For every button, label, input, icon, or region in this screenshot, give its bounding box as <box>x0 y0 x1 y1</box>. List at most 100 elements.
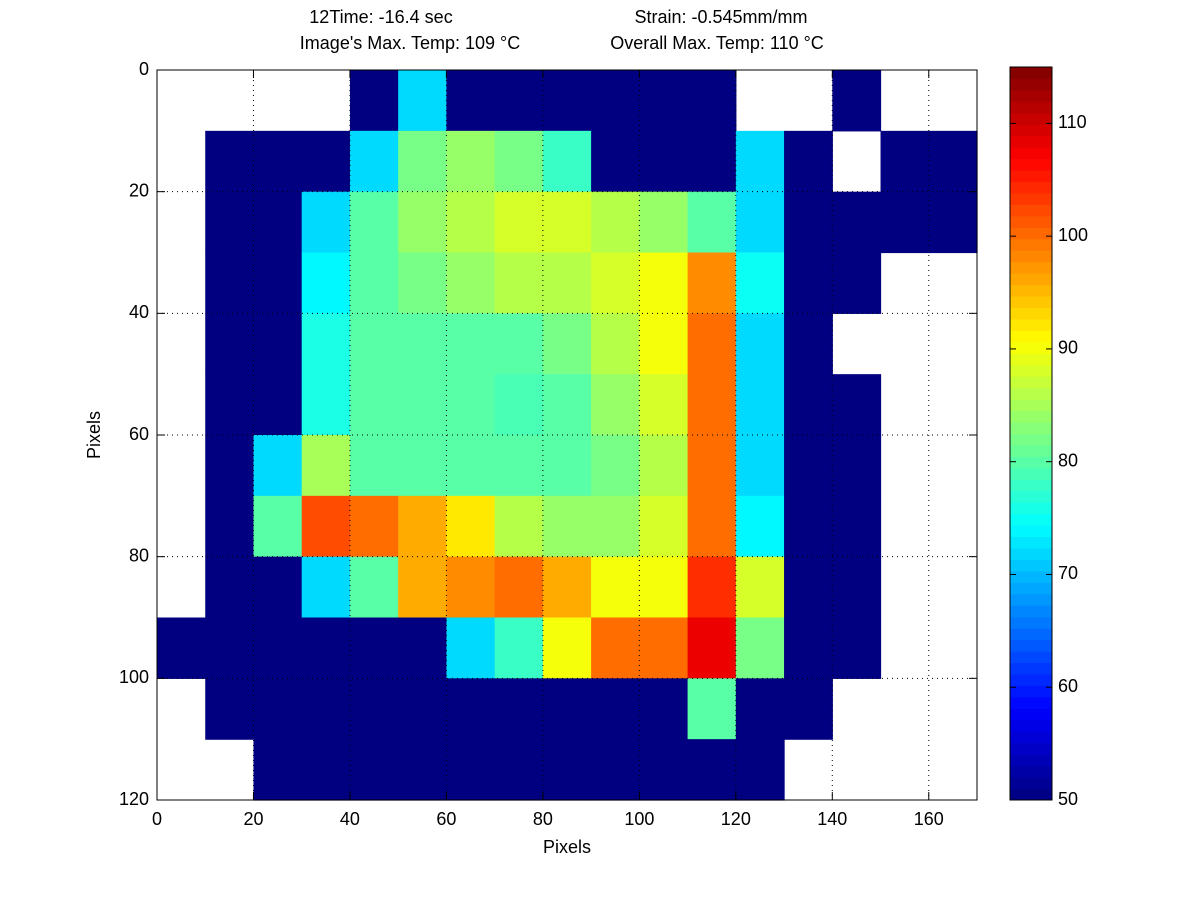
heat-cell <box>687 130 737 193</box>
heat-cell <box>687 252 737 314</box>
colorbar-swatch <box>1010 318 1052 331</box>
heat-cell <box>349 617 399 679</box>
heat-cell <box>735 678 785 740</box>
heat-cell <box>542 313 592 375</box>
colorbar-swatch <box>1010 170 1052 183</box>
heat-cell <box>687 739 737 801</box>
x-tick-label: 160 <box>914 809 944 829</box>
heat-cell <box>446 252 496 314</box>
heat-cell <box>687 617 737 679</box>
heat-cell <box>205 374 255 436</box>
colorbar-swatch <box>1010 479 1052 492</box>
heat-cell <box>735 374 785 436</box>
heat-cell <box>784 130 833 193</box>
x-tick-label: 60 <box>436 809 456 829</box>
plot-frame <box>156 69 978 801</box>
heat-cell <box>542 556 592 619</box>
y-tick-label: 100 <box>119 667 149 687</box>
heat-cell <box>784 556 833 619</box>
heat-cell <box>784 313 833 375</box>
heat-cell <box>639 617 689 679</box>
heat-cell <box>446 678 496 740</box>
colorbar-swatch <box>1010 490 1052 503</box>
heat-cell <box>301 435 351 497</box>
colorbar-swatch <box>1010 696 1052 709</box>
heat-cell <box>639 374 689 436</box>
heat-cell <box>542 435 592 497</box>
heat-cell <box>639 739 689 801</box>
colorbar-swatch <box>1010 685 1052 698</box>
heat-cell <box>832 70 882 132</box>
colorbar-swatch <box>1010 616 1052 629</box>
heat-cell <box>591 191 640 254</box>
heat-cell <box>880 191 930 254</box>
heat-cell <box>591 435 640 497</box>
heat-cell <box>446 739 496 801</box>
colorbar-swatch <box>1010 788 1052 801</box>
colorbar-swatch <box>1010 674 1052 686</box>
heat-cell <box>832 556 882 619</box>
heat-cell <box>784 495 833 558</box>
heat-cell <box>205 495 255 558</box>
colorbar-swatch <box>1010 89 1052 102</box>
heat-cell <box>687 435 737 497</box>
colorbar-frame <box>1009 66 1053 801</box>
colorbar-swatch <box>1010 250 1052 263</box>
heat-cell <box>494 252 544 314</box>
heat-cell <box>205 191 255 254</box>
colorbar-swatch <box>1010 78 1052 91</box>
y-tick-label: 60 <box>129 424 149 444</box>
heat-cell <box>639 70 689 132</box>
heat-cell <box>446 556 496 619</box>
heat-cell <box>301 617 351 679</box>
title-part: Image's Max. Temp: 109 °C <box>300 33 520 53</box>
heat-cell <box>205 617 255 679</box>
heat-cell <box>494 191 544 254</box>
heat-cell <box>446 374 496 436</box>
heat-cell <box>398 617 448 679</box>
colorbar-swatch <box>1010 456 1052 469</box>
y-tick-label: 80 <box>129 545 149 565</box>
heat-cell <box>494 678 544 740</box>
colorbar-swatch <box>1010 238 1052 251</box>
colorbar-swatch <box>1010 605 1052 618</box>
heat-cell <box>735 313 785 375</box>
colorbar-swatch <box>1010 124 1052 137</box>
heat-cell <box>398 70 448 132</box>
colorbar-swatch <box>1010 341 1052 354</box>
heat-cell <box>398 739 448 801</box>
heat-cell <box>928 191 978 254</box>
colorbar-swatch <box>1010 330 1052 343</box>
heat-cell <box>253 252 303 314</box>
colorbar-swatch <box>1010 181 1052 194</box>
heat-cell <box>542 252 592 314</box>
heat-cell <box>542 678 592 740</box>
heat-cell <box>735 252 785 314</box>
heat-cell <box>253 556 303 619</box>
heat-cell <box>494 617 544 679</box>
heat-cell <box>832 495 882 558</box>
heat-cell <box>542 191 592 254</box>
heat-cell <box>398 678 448 740</box>
colorbar-swatch <box>1010 112 1052 125</box>
heat-cell <box>591 617 640 679</box>
heat-cell <box>446 435 496 497</box>
colorbar-swatch <box>1010 708 1052 721</box>
heat-cell <box>784 678 833 740</box>
colorbar-swatch <box>1010 307 1052 320</box>
title-part: Overall Max. Temp: 110 °C <box>610 33 824 53</box>
heat-cell <box>735 739 785 801</box>
colorbar-swatch <box>1010 410 1052 423</box>
heat-cell <box>880 130 930 193</box>
y-tick-label: 120 <box>119 789 149 809</box>
colorbar-swatch <box>1010 628 1052 641</box>
heat-cell <box>349 374 399 436</box>
heat-cell <box>398 191 448 254</box>
heat-cell <box>494 556 544 619</box>
heat-cell <box>446 70 496 132</box>
heat-cell <box>398 556 448 619</box>
heat-cell <box>446 191 496 254</box>
heat-cell <box>542 495 592 558</box>
colorbar-swatch <box>1010 639 1052 652</box>
colorbar: 50 60 70 80 90 100 110 <box>1009 66 1088 809</box>
